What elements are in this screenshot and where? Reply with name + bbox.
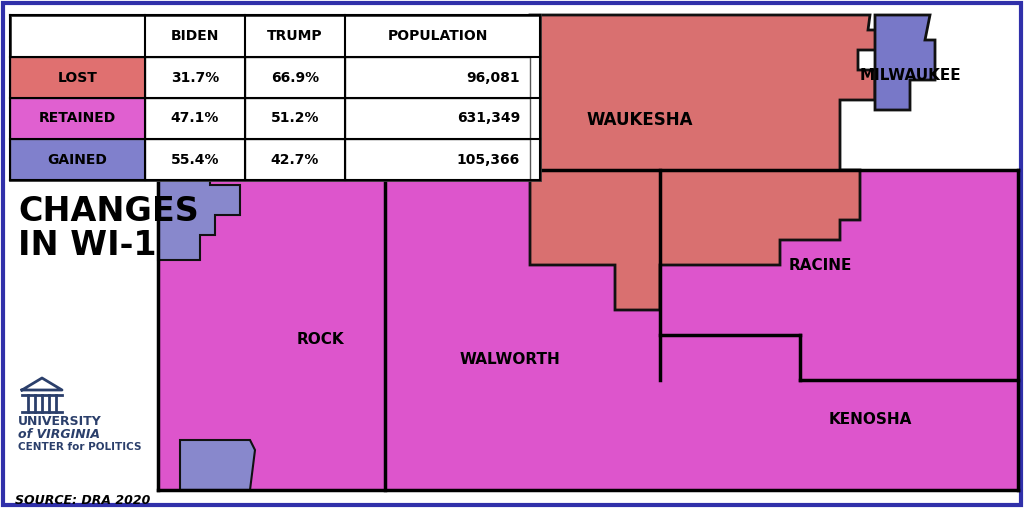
Text: LOST: LOST <box>57 71 97 84</box>
FancyBboxPatch shape <box>245 139 345 180</box>
Text: 47.1%: 47.1% <box>171 111 219 125</box>
FancyBboxPatch shape <box>145 57 245 98</box>
Text: POPULATION: POPULATION <box>387 29 487 43</box>
Polygon shape <box>530 15 880 310</box>
Polygon shape <box>874 15 935 110</box>
Text: 51.2%: 51.2% <box>270 111 319 125</box>
Text: SOURCE: DRA 2020: SOURCE: DRA 2020 <box>15 493 151 506</box>
Text: CENTER for POLITICS: CENTER for POLITICS <box>18 442 141 452</box>
Text: 631,349: 631,349 <box>457 111 520 125</box>
Text: UNIVERSITY: UNIVERSITY <box>18 415 101 428</box>
Text: 31.7%: 31.7% <box>171 71 219 84</box>
FancyBboxPatch shape <box>245 57 345 98</box>
Text: WAUKESHA: WAUKESHA <box>587 111 693 129</box>
FancyBboxPatch shape <box>10 57 145 98</box>
Text: 55.4%: 55.4% <box>171 152 219 167</box>
FancyBboxPatch shape <box>345 98 530 139</box>
FancyBboxPatch shape <box>10 15 540 180</box>
Text: RACINE: RACINE <box>788 258 852 272</box>
FancyBboxPatch shape <box>245 98 345 139</box>
Text: CHANGES
IN WI-1: CHANGES IN WI-1 <box>18 195 199 262</box>
FancyBboxPatch shape <box>10 139 145 180</box>
Text: MILWAUKEE: MILWAUKEE <box>859 68 961 82</box>
Polygon shape <box>158 170 240 260</box>
FancyBboxPatch shape <box>345 139 530 180</box>
Text: TRUMP: TRUMP <box>267 29 323 43</box>
Polygon shape <box>158 170 1018 490</box>
Text: 42.7%: 42.7% <box>270 152 319 167</box>
Text: ROCK: ROCK <box>296 333 344 347</box>
Text: BIDEN: BIDEN <box>171 29 219 43</box>
FancyBboxPatch shape <box>145 139 245 180</box>
Text: KENOSHA: KENOSHA <box>828 412 911 428</box>
FancyBboxPatch shape <box>10 98 145 139</box>
Polygon shape <box>158 120 205 165</box>
Text: GAINED: GAINED <box>47 152 108 167</box>
Text: 66.9%: 66.9% <box>271 71 319 84</box>
FancyBboxPatch shape <box>145 98 245 139</box>
FancyBboxPatch shape <box>345 57 530 98</box>
Polygon shape <box>180 440 255 490</box>
Text: of VIRGINIA: of VIRGINIA <box>18 428 100 441</box>
Text: 105,366: 105,366 <box>457 152 520 167</box>
Text: 96,081: 96,081 <box>466 71 520 84</box>
Text: WALWORTH: WALWORTH <box>460 353 560 367</box>
FancyBboxPatch shape <box>3 3 1021 505</box>
Text: RETAINED: RETAINED <box>39 111 116 125</box>
